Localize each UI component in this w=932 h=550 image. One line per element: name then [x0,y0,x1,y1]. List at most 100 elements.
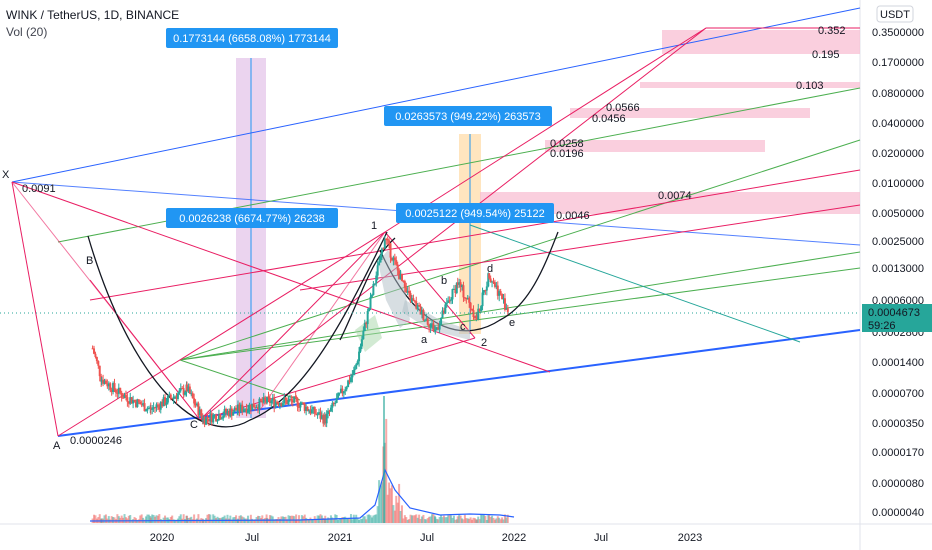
volume-bar [403,515,406,523]
measure-label-4[interactable]: 0.0025122 (949.54%) 25122 [396,203,554,223]
candle-body [257,407,260,410]
currency-label: USDT [880,9,910,21]
volume-bar [477,516,480,523]
candle-body [212,414,215,423]
candle-body [233,407,236,412]
candle-body [488,273,491,279]
candle-body [142,403,145,406]
candle-body [303,403,306,411]
volume-bar [408,519,411,523]
volume-bar [112,517,115,523]
level-label-0566: 0.0566 [606,102,640,114]
candle-body [493,282,496,287]
measure-label-3[interactable]: 0.0263573 (949.22%) 263573 [384,106,552,126]
volume-bar [484,516,487,523]
volume-bar [203,519,206,523]
candle-body [179,388,182,391]
candle-body [302,402,305,404]
candle-body [339,388,342,393]
volume-bar [120,515,123,523]
candle-body [254,407,257,409]
candle-body [308,410,311,412]
teal-diagonal [469,224,801,343]
volume-bar [278,518,281,523]
current-price-value: 0.0004673 [868,307,920,319]
volume-spike [383,396,385,523]
candle-body [184,392,187,395]
price-tick-label: 0.0013000 [872,263,924,275]
volume-bar [268,515,271,523]
volume-bar [270,515,273,523]
measure-label-2[interactable]: 0.0026238 (6674.77%) 26238 [166,208,338,228]
volume-bar [488,514,491,523]
candle-body [166,396,169,403]
wave-label-2: 2 [481,337,487,349]
candle-body [399,274,402,280]
volume-indicator-label[interactable]: Vol (20) [6,25,48,39]
candle-body [425,318,428,320]
chart-pane[interactable] [0,0,860,524]
volume-bar [435,518,438,523]
volume-bar [418,514,421,523]
symbol-title[interactable]: WINK / TetherUS, 1D, BINANCE [6,8,180,22]
candle-body [119,387,122,393]
candle-body [203,418,206,425]
currency-badge[interactable]: USDT [876,5,914,23]
volume-bar [359,519,362,523]
volume-bar [226,514,229,523]
candle-body [106,383,109,387]
volume-bar [344,516,347,523]
candle-body [216,420,219,422]
candle-body [327,410,330,414]
candle-body [431,323,434,325]
volume-bar [230,519,233,523]
candle-body [506,308,509,312]
volume-bar [248,519,251,523]
candle-body [181,388,184,390]
candle-body [235,407,238,411]
volume-bar [388,482,391,523]
candle-body [136,399,139,407]
level-label-0074: 0.0074 [658,190,692,202]
candle-body [120,392,123,398]
volume-bar [300,515,303,523]
candle-body [458,282,461,285]
candle-body [502,298,505,300]
measure-text-4: 0.0025122 (949.54%) 25122 [405,208,544,220]
candle-body [112,383,115,392]
candle-body [451,289,454,300]
volume-bar [413,515,416,523]
candle-body [95,357,98,362]
candle-body [477,308,480,320]
volume-bar [463,514,466,523]
candle-body [338,392,341,394]
candle-body [113,383,116,390]
candle-body [93,348,96,354]
measure-label-1[interactable]: 0.1773144 (6658.08%) 1773144 [166,28,338,48]
candle-body [313,406,316,414]
volume-bar [146,514,149,523]
price-axis[interactable]: 0.3500000 0.1700000 0.0800000 0.0400000 0.02… [872,27,924,519]
candle-body [242,409,245,412]
candle-body [428,324,431,328]
volume-bar [426,518,429,523]
volume-bar [246,515,249,523]
candle-body [268,397,271,404]
candle-body [255,407,258,409]
level-label-0456: 0.0456 [592,113,626,125]
green-fork-4 [179,267,861,361]
candle-body [445,302,448,305]
volume-bar [423,519,426,523]
candle-body [435,327,438,330]
volume-bar [174,519,177,523]
candle-body [341,388,344,394]
volume-bar [493,519,496,523]
candle-body [409,293,412,302]
volume-bar [406,519,409,523]
time-axis[interactable]: 2020 Jul 2021 Jul 2022 Jul 2023 [150,532,702,544]
candle-body [365,322,368,325]
price-tick-label: 0.1700000 [872,57,924,69]
volume-bar [325,519,328,523]
candle-body [261,400,264,403]
